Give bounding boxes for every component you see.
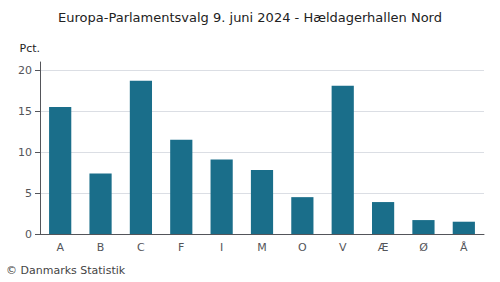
svg-text:15: 15 bbox=[18, 105, 32, 118]
svg-text:B: B bbox=[97, 241, 105, 254]
svg-text:0: 0 bbox=[25, 228, 32, 241]
svg-text:I: I bbox=[220, 241, 223, 254]
svg-text:F: F bbox=[178, 241, 184, 254]
svg-text:10: 10 bbox=[18, 146, 32, 159]
svg-text:A: A bbox=[56, 241, 64, 254]
svg-text:V: V bbox=[339, 241, 347, 254]
svg-text:5: 5 bbox=[25, 187, 32, 200]
svg-text:O: O bbox=[298, 241, 307, 254]
svg-text:© Danmarks Statistik: © Danmarks Statistik bbox=[6, 264, 126, 277]
svg-text:Ø: Ø bbox=[419, 241, 428, 254]
svg-text:Å: Å bbox=[460, 241, 468, 254]
svg-text:Æ: Æ bbox=[378, 241, 389, 254]
svg-text:Europa-Parlamentsvalg 9. juni: Europa-Parlamentsvalg 9. juni 2024 - Hæl… bbox=[58, 10, 442, 25]
svg-text:20: 20 bbox=[18, 64, 32, 77]
svg-text:Pct.: Pct. bbox=[20, 42, 41, 55]
svg-text:C: C bbox=[137, 241, 145, 254]
svg-text:M: M bbox=[257, 241, 267, 254]
